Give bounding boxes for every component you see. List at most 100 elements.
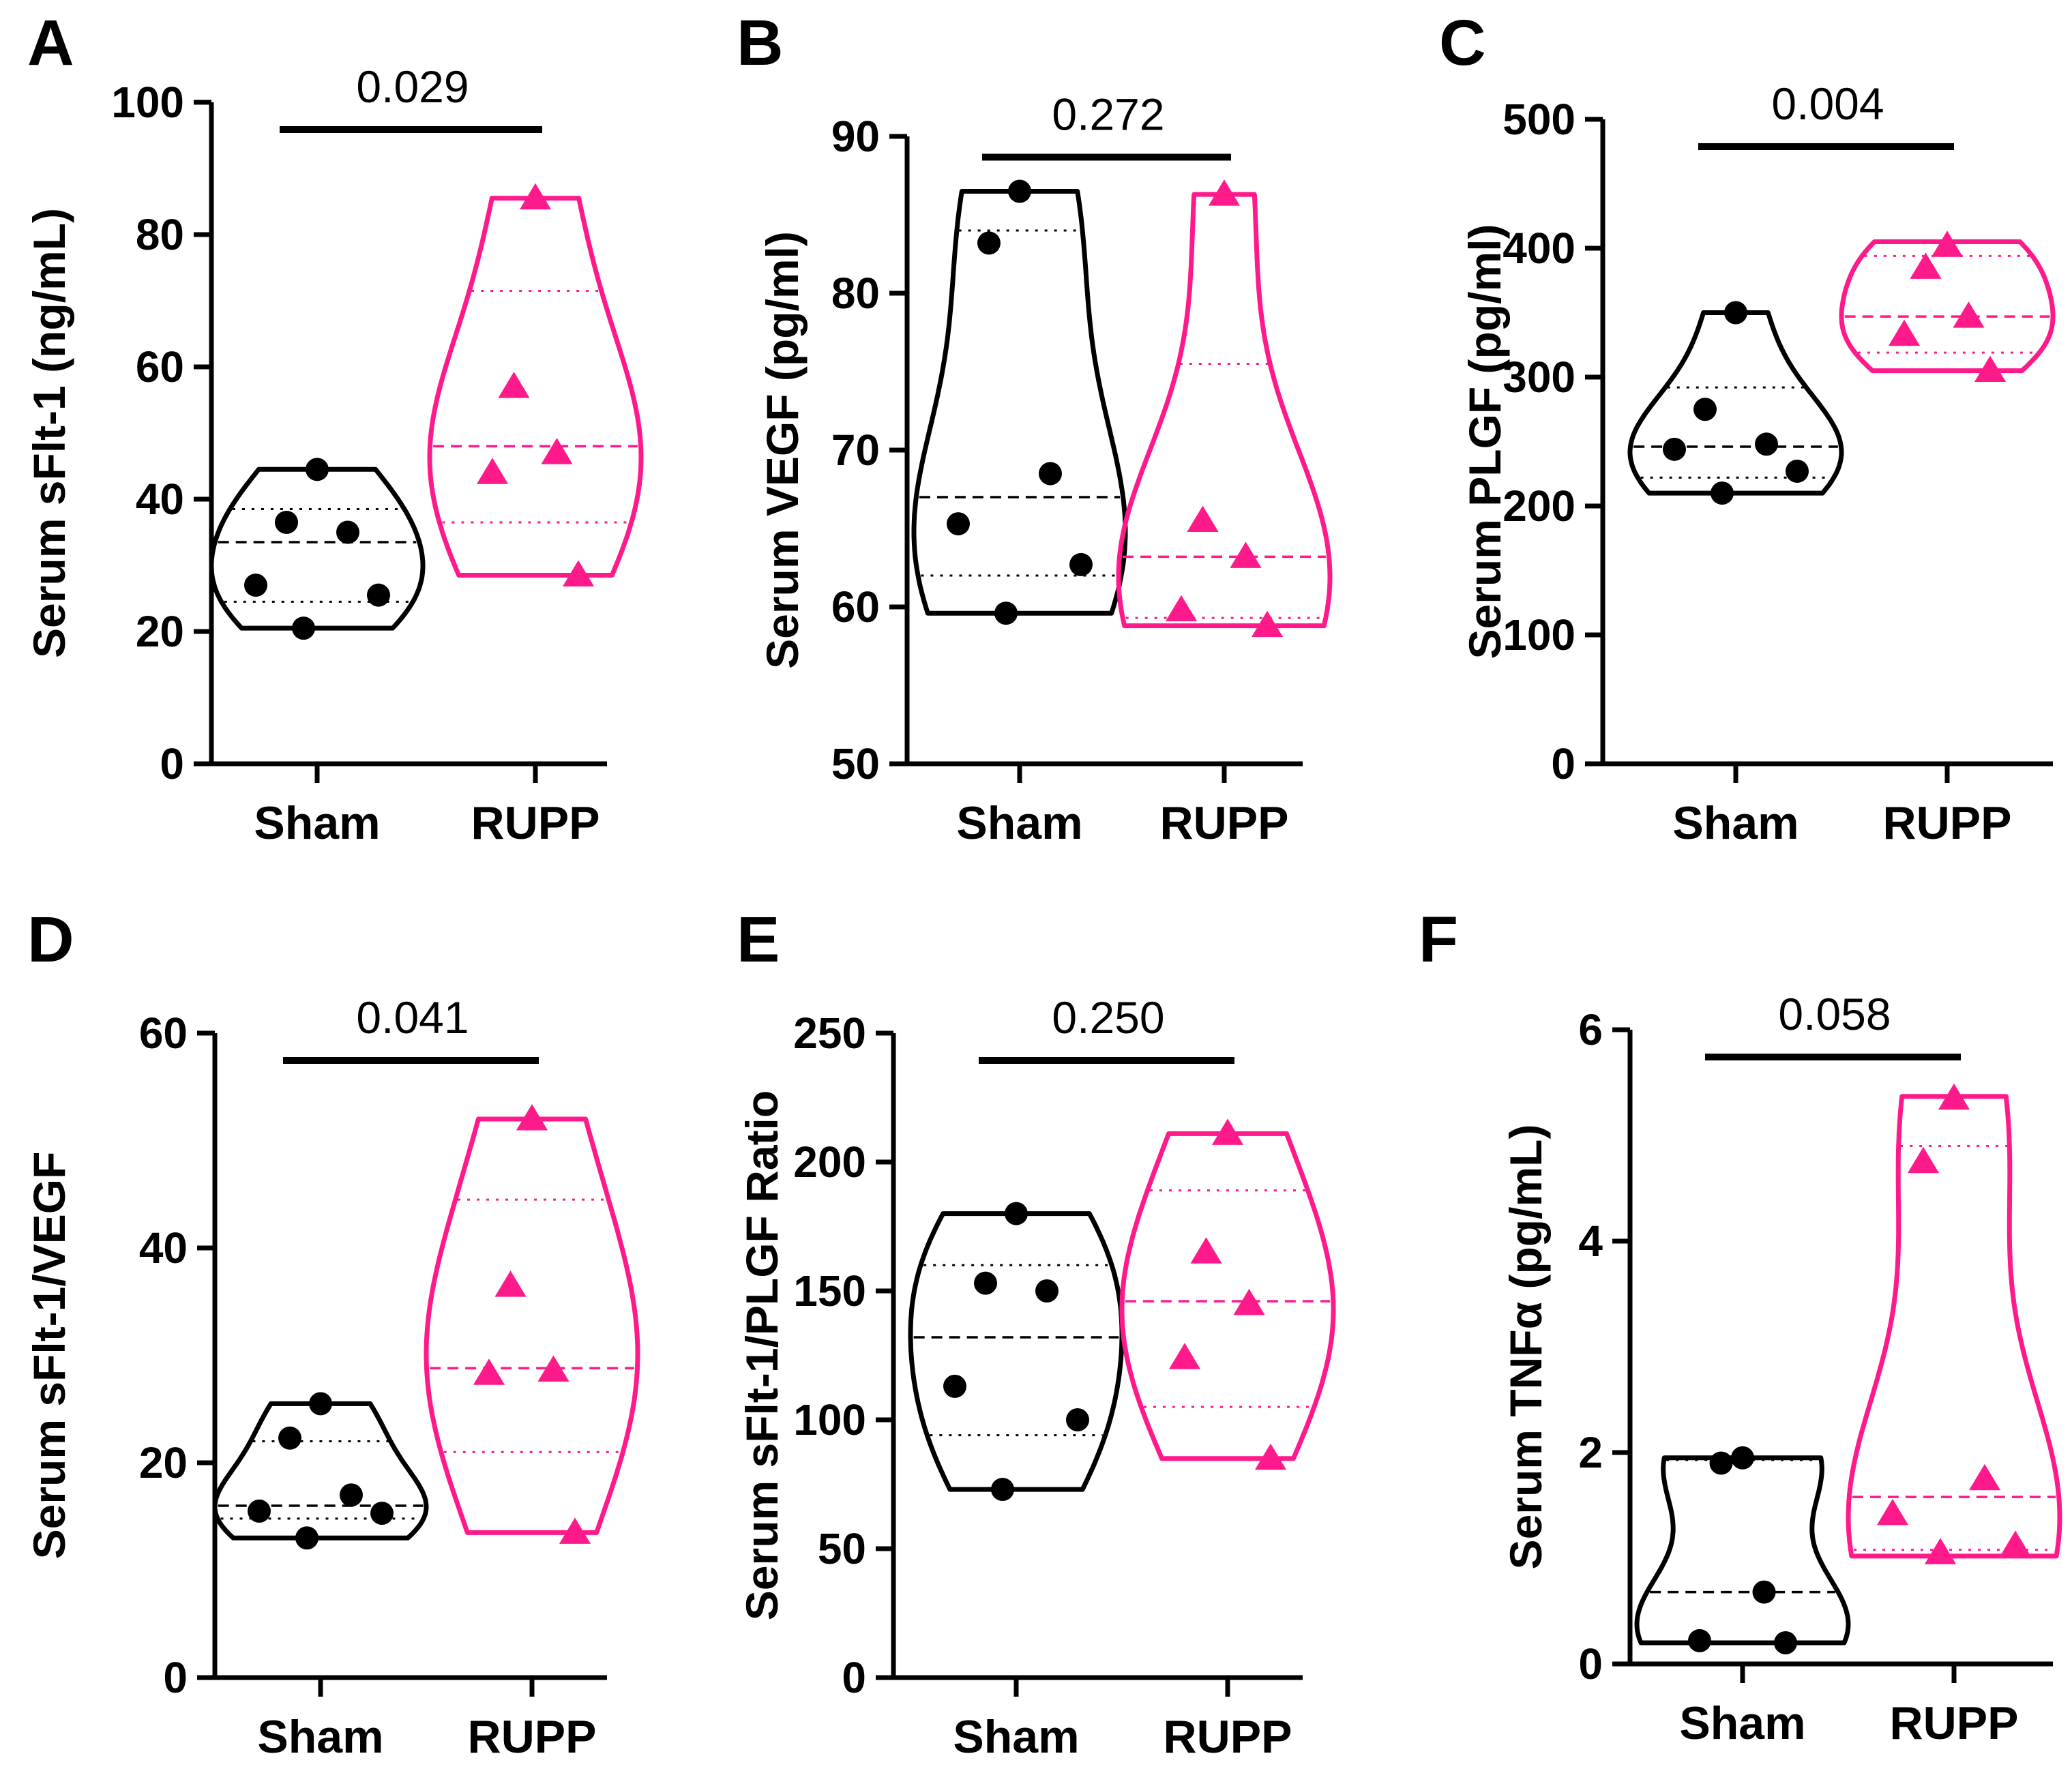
y-tick-label: 2	[1578, 1428, 1603, 1477]
panel-label: C	[1439, 7, 1486, 79]
x-tick-label: RUPP	[1883, 797, 2012, 849]
data-point	[537, 1355, 569, 1382]
panel-label: F	[1419, 904, 1458, 976]
data-point	[306, 458, 329, 481]
series-sham	[1634, 1446, 1851, 1654]
data-point	[1953, 301, 1985, 328]
panel-C: C 0 100 200 300 400 500 Sham RUPP Serum PLGF (pg/…	[1439, 7, 2056, 849]
y-tick-label: 4	[1578, 1217, 1603, 1266]
series-sham	[908, 1202, 1125, 1502]
y-tick-label: 60	[139, 1009, 188, 1058]
y-tick-label: 100	[793, 1395, 866, 1444]
data-point	[1907, 1146, 1940, 1174]
y-tick-label: 0	[1551, 739, 1575, 788]
y-tick-label: 60	[831, 582, 880, 631]
data-point	[244, 574, 267, 597]
data-point	[1931, 230, 1964, 257]
x-tick-label: Sham	[1679, 1697, 1805, 1749]
p-value: 0.250	[1052, 992, 1164, 1043]
data-point	[991, 1478, 1014, 1502]
x-tick-label: Sham	[1672, 797, 1799, 849]
data-point	[994, 601, 1018, 625]
series-rupp	[1846, 1083, 2062, 1564]
data-point	[1774, 1631, 1797, 1654]
x-tick-label: RUPP	[1160, 797, 1289, 849]
y-tick-label: 6	[1578, 1005, 1603, 1054]
series-sham	[911, 179, 1128, 625]
x-tick-label: RUPP	[471, 797, 600, 849]
x-tick-label: Sham	[956, 797, 1082, 849]
panel-B: B 50 60 70 80 90 Sham RUPP Serum VEGF (pg/ml) 0.2…	[737, 7, 1333, 849]
data-point	[1876, 1498, 1909, 1526]
data-point	[1039, 462, 1062, 486]
y-axis-title: Serum sFlt-1/VEGF	[24, 1152, 74, 1560]
violin-outline	[911, 189, 1128, 616]
y-tick-label: 60	[136, 342, 184, 391]
panel-D: D 0 20 40 60 Sham RUPP Serum sFlt-1/VEGF 0.041	[24, 904, 640, 1763]
x-tick-label: RUPP	[1164, 1711, 1292, 1763]
data-point	[1251, 610, 1284, 638]
panel-label: A	[27, 7, 74, 79]
data-point	[1035, 1279, 1059, 1303]
y-tick-label: 300	[1503, 353, 1575, 402]
p-value: 0.272	[1052, 89, 1164, 140]
data-point	[1709, 1451, 1733, 1475]
y-tick-label: 500	[1503, 95, 1575, 144]
data-point	[1663, 437, 1686, 461]
data-point	[562, 560, 595, 587]
data-point	[1066, 1408, 1089, 1431]
data-point	[295, 1526, 319, 1550]
y-tick-label: 0	[163, 1653, 188, 1702]
data-point	[559, 1517, 591, 1544]
data-point	[1165, 595, 1198, 622]
data-point	[367, 583, 390, 607]
violin-outline	[427, 196, 644, 578]
violin-outline	[1627, 310, 1844, 496]
data-point	[974, 1271, 997, 1295]
y-axis-title: Serum TNFα (pg/mL)	[1500, 1125, 1551, 1570]
data-point	[292, 616, 315, 640]
violin-outline	[1634, 1455, 1851, 1646]
data-point	[947, 512, 970, 536]
x-tick-label: RUPP	[1890, 1697, 2019, 1749]
violin-outline	[1846, 1094, 2062, 1559]
y-tick-label: 90	[831, 112, 880, 161]
data-point	[1069, 552, 1093, 576]
series-rupp	[1119, 1118, 1336, 1470]
data-point	[309, 1392, 332, 1416]
data-point	[541, 438, 573, 464]
y-tick-label: 100	[1503, 610, 1575, 659]
data-point	[336, 520, 359, 544]
data-point	[1924, 1538, 1957, 1564]
y-tick-label: 0	[842, 1653, 866, 1702]
violin-outline	[424, 1116, 640, 1535]
series-sham	[1627, 301, 1844, 505]
data-point	[1230, 541, 1262, 568]
data-point	[1731, 1446, 1754, 1470]
y-axis-title: Serum sFlt-1/PLGF Ratio	[737, 1090, 787, 1620]
y-tick-label: 40	[139, 1223, 188, 1273]
violin-outline	[1116, 192, 1333, 629]
series-sham	[209, 458, 426, 640]
data-point	[1233, 1288, 1265, 1315]
x-tick-label: Sham	[257, 1711, 383, 1763]
series-rupp	[424, 1104, 640, 1544]
x-tick-label: Sham	[254, 797, 380, 849]
panel-label: D	[27, 904, 74, 976]
data-point	[1254, 1443, 1287, 1470]
series-rupp	[1116, 179, 1333, 638]
data-point	[943, 1374, 966, 1398]
data-point	[1008, 179, 1031, 203]
data-point	[1974, 355, 2007, 383]
x-tick-label: RUPP	[468, 1711, 597, 1763]
series-rupp	[1839, 230, 2056, 383]
y-tick-label: 80	[136, 210, 184, 259]
panel-E: E 0 50 100 150 200 250 Sham RUPP Serum sFlt-1/PLG…	[737, 904, 1336, 1763]
p-value: 0.029	[356, 61, 469, 112]
data-point	[516, 1104, 548, 1131]
data-point	[1938, 1083, 1970, 1110]
y-tick-label: 0	[160, 739, 184, 788]
y-tick-label: 20	[139, 1438, 188, 1487]
violin-outline	[1119, 1131, 1336, 1461]
data-point	[1208, 179, 1241, 206]
